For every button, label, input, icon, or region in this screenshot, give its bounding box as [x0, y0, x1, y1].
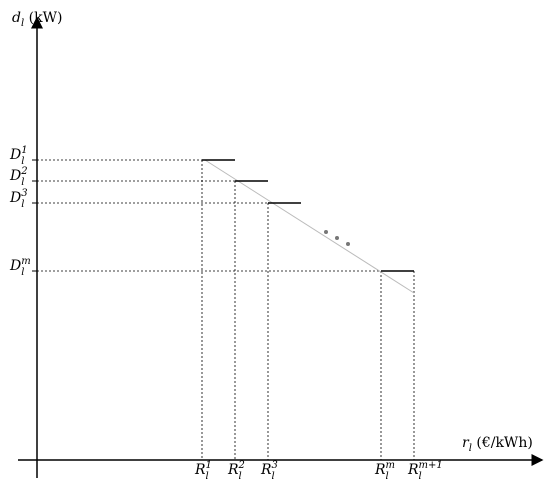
- demand-level-label-sub: l: [21, 177, 24, 188]
- demand-level-label-sup: 1: [21, 145, 27, 156]
- price-threshold-label: Rm+1 l: [407, 460, 443, 482]
- price-threshold-label-sub: l: [206, 471, 209, 482]
- x-axis-label-sub: l: [469, 443, 472, 454]
- ellipsis: [324, 230, 350, 246]
- x-axis-label-rest: (€/kWh): [472, 435, 533, 451]
- price-threshold-label-sup: m: [386, 460, 395, 471]
- price-threshold-label-base: R: [227, 462, 239, 478]
- demand-level-label-sub: l: [21, 199, 24, 210]
- demand-level-label: Dm l: [9, 256, 31, 278]
- demand-level-label-sub: l: [21, 156, 24, 167]
- price-threshold-label-base: R: [260, 462, 272, 478]
- price-threshold-label-sub: l: [239, 471, 242, 482]
- demand-level-label-base: D: [9, 190, 21, 206]
- price-threshold-label-sub: l: [386, 471, 389, 482]
- price-threshold-label-sub: l: [419, 471, 422, 482]
- price-threshold-label-sup: m+1: [419, 460, 443, 471]
- y-axis-label-sub: l: [21, 18, 24, 29]
- price-threshold-label: R3 l: [260, 460, 278, 482]
- demand-level-label-sup: m: [21, 256, 30, 267]
- demand-level-label-base: D: [9, 147, 21, 163]
- demand-level-label-base: D: [9, 258, 21, 274]
- price-threshold-label: Rm l: [374, 460, 395, 482]
- price-threshold-label-sup: 1: [206, 460, 212, 471]
- demand-level-label-sub: l: [21, 267, 24, 278]
- price-threshold-label-base: R: [194, 462, 206, 478]
- price-threshold-label-base: R: [374, 462, 386, 478]
- steps: [202, 159, 414, 272]
- price-threshold-label-base: R: [407, 462, 419, 478]
- ticks: [32, 159, 37, 272]
- demand-level-label-base: D: [9, 168, 21, 184]
- demand-level-label: D3 l: [9, 188, 28, 210]
- trend-line: [204, 159, 415, 294]
- price-threshold-label-sup: 2: [238, 460, 245, 471]
- price-threshold-label-sup: 3: [272, 460, 278, 471]
- y-axis-label-rest: (kW): [24, 10, 62, 26]
- price-threshold-label-sub: l: [272, 471, 275, 482]
- x-axis-label: rl (€/kWh): [462, 435, 533, 454]
- y-axis-label-base: d: [12, 10, 21, 26]
- demand-level-label-sup: 2: [20, 166, 27, 177]
- demand-level-label: D1 l: [9, 145, 28, 167]
- y-axis-label: dl (kW): [12, 10, 62, 29]
- guides: [37, 159, 415, 460]
- price-threshold-label: R2 l: [227, 460, 245, 482]
- demand-level-label-sup: 3: [21, 188, 27, 199]
- price-threshold-label: R1 l: [194, 460, 212, 482]
- demand-level-label: D2 l: [9, 166, 28, 188]
- x-axis-label-base: r: [462, 435, 470, 451]
